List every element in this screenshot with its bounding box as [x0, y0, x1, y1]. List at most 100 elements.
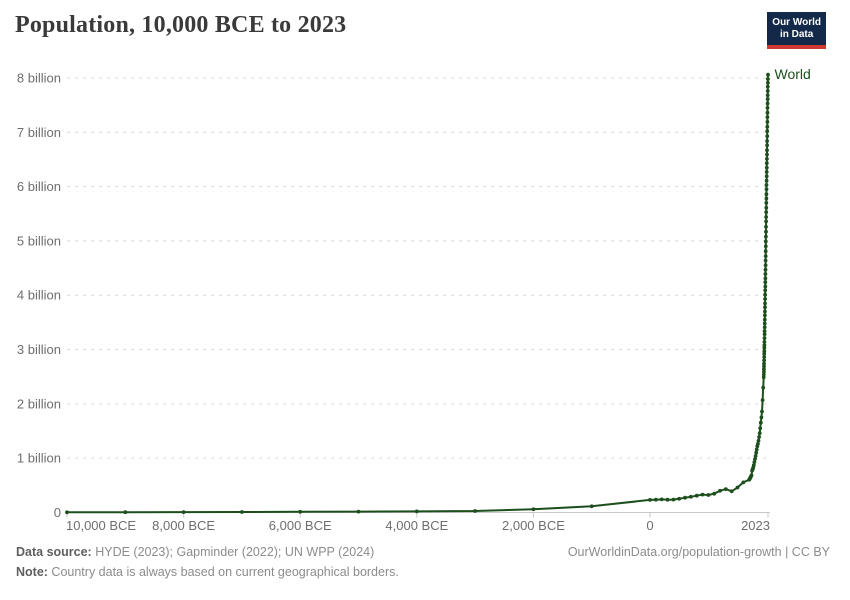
- note-line: Note: Country data is always based on cu…: [16, 562, 399, 582]
- population-line-marker: [763, 249, 768, 254]
- population-line-marker: [765, 105, 770, 110]
- population-line-marker: [754, 450, 759, 455]
- population-line-marker: [677, 496, 682, 501]
- population-line-marker: [712, 491, 717, 496]
- population-line-marker: [531, 507, 536, 512]
- population-line-marker: [706, 493, 711, 497]
- population-line-marker: [766, 72, 770, 77]
- population-line-marker: [764, 174, 769, 179]
- x-axis-tick-label: 2,000 BCE: [502, 518, 565, 533]
- population-line-marker: [763, 254, 768, 258]
- population-line-marker: [589, 504, 594, 509]
- x-axis-tick-label: 6,000 BCE: [269, 518, 332, 533]
- population-line-marker: [763, 288, 768, 293]
- population-line-marker: [751, 463, 756, 468]
- y-axis-tick-label: 7 billion: [17, 125, 61, 140]
- population-line-marker: [659, 497, 664, 502]
- population-line-marker: [766, 80, 770, 85]
- footer-citation-link[interactable]: OurWorldinData.org/population-growth | C…: [567, 545, 830, 559]
- population-line-marker: [762, 367, 766, 371]
- population-line-marker: [765, 124, 770, 129]
- chart-plot-area[interactable]: 0 1 billion 2 billion 3 billion 4 billion 5 b…: [0, 0, 850, 540]
- population-line-marker: [718, 488, 722, 493]
- population-line-marker: [761, 372, 766, 377]
- population-line-marker: [764, 196, 769, 201]
- population-line-marker: [762, 355, 767, 359]
- note-label: Note:: [16, 565, 48, 579]
- population-line-marker: [765, 157, 769, 161]
- population-line-marker: [764, 205, 769, 210]
- data-source-line: Data source: HYDE (2023); Gapminder (202…: [16, 542, 399, 562]
- population-line-marker: [749, 473, 754, 478]
- population-line-marker: [765, 120, 770, 124]
- population-line-marker: [765, 84, 770, 89]
- population-line-marker: [752, 460, 757, 464]
- population-line-marker: [671, 497, 676, 502]
- population-line-marker: [729, 489, 734, 494]
- population-line-marker: [414, 509, 419, 514]
- y-axis-tick-label: 8 billion: [17, 70, 61, 85]
- population-line-marker: [756, 438, 761, 443]
- y-axis: 0 1 billion 2 billion 3 billion 4 billion 5 b…: [17, 70, 768, 520]
- population-line-marker: [763, 276, 768, 281]
- population-line-marker: [762, 321, 767, 326]
- population-line-marker: [760, 409, 764, 414]
- population-line-marker: [753, 457, 757, 461]
- population-line-marker: [764, 170, 769, 174]
- population-line-marker: [766, 77, 770, 81]
- population-line-marker: [765, 110, 770, 115]
- y-axis-tick-label: 1 billion: [17, 451, 61, 466]
- population-line-marker: [65, 510, 69, 515]
- population-line-marker: [765, 89, 770, 93]
- population-line-marker: [754, 447, 759, 452]
- owid-logo[interactable]: Our World in Data: [767, 12, 826, 49]
- population-line-marker: [762, 349, 767, 354]
- population-line-markers: [65, 72, 770, 515]
- population-line-marker: [762, 336, 767, 340]
- y-axis-tick-label: 4 billion: [17, 288, 61, 303]
- population-line-marker: [765, 143, 769, 148]
- population-line-marker: [762, 325, 767, 330]
- y-axis-tick-label: 5 billion: [17, 233, 61, 248]
- population-line-marker: [764, 234, 768, 239]
- y-axis-tick-label: 3 billion: [17, 342, 61, 357]
- note-text: Country data is always based on current …: [47, 565, 399, 579]
- population-line-marker: [765, 134, 770, 139]
- population-line-marker: [757, 431, 762, 436]
- population-line-marker: [763, 263, 768, 268]
- y-axis-tick-label: 6 billion: [17, 179, 61, 194]
- population-line-marker: [759, 415, 764, 420]
- y-axis-tick-label: 2 billion: [17, 396, 61, 411]
- population-line-marker: [356, 509, 361, 514]
- population-line-marker: [762, 364, 766, 369]
- population-line-marker: [761, 385, 766, 390]
- population-line-marker: [700, 492, 705, 497]
- population-line-marker: [762, 343, 767, 348]
- population-line-marker: [762, 329, 767, 333]
- population-line-marker: [763, 309, 767, 314]
- population-line-marker: [760, 398, 765, 402]
- population-line-marker: [763, 297, 767, 301]
- population-line-marker: [764, 192, 769, 197]
- population-line-marker: [765, 152, 769, 157]
- population-line[interactable]: [66, 73, 769, 514]
- population-line-marker: [765, 101, 770, 106]
- population-line-marker: [762, 317, 767, 322]
- population-line-marker: [764, 201, 769, 205]
- population-line-marker: [763, 313, 767, 318]
- population-line-marker: [764, 210, 769, 215]
- population-line-marker: [764, 178, 769, 183]
- population-line-marker: [765, 139, 769, 143]
- data-source-label: Data source:: [16, 545, 92, 559]
- population-line-marker: [723, 487, 728, 491]
- population-line-marker: [764, 215, 768, 219]
- population-line-marker: [763, 280, 768, 285]
- population-line-marker: [765, 148, 769, 153]
- population-line-marker: [123, 510, 128, 515]
- population-line-marker: [758, 420, 763, 425]
- population-line-marker: [763, 267, 768, 272]
- population-line-marker: [181, 510, 186, 514]
- population-line-marker: [694, 493, 699, 498]
- population-line-marker: [689, 494, 693, 499]
- population-line-marker: [763, 284, 768, 289]
